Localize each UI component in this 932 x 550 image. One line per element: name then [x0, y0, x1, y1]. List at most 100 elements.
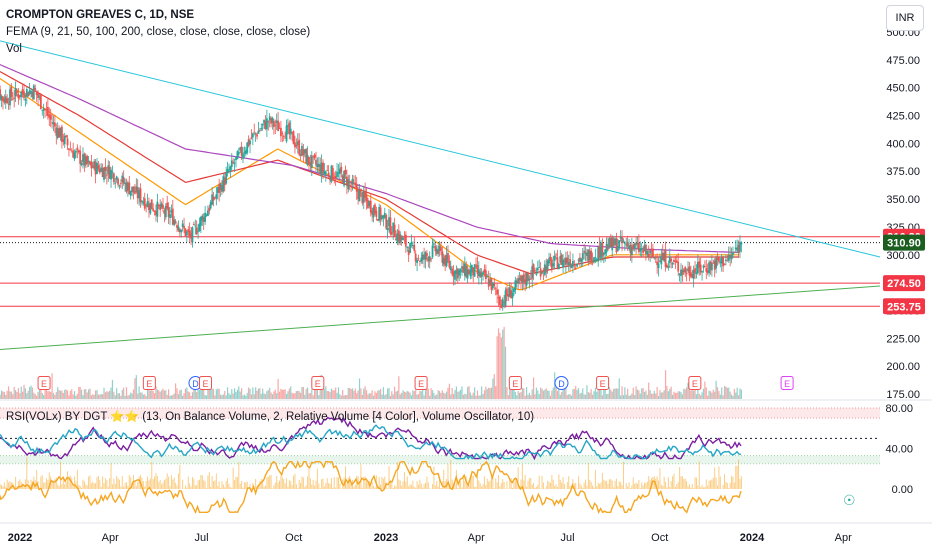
- volume-bar: [30, 385, 32, 399]
- volume-bar: [502, 329, 504, 399]
- candle-body: [348, 181, 351, 183]
- candle-body: [93, 161, 96, 169]
- volume-bar: [118, 393, 121, 399]
- volume-bar: [690, 390, 692, 399]
- oscillator-bar: [259, 481, 261, 489]
- volume-bar: [225, 395, 227, 399]
- volume-bar: [467, 387, 469, 399]
- volume-bar: [269, 387, 271, 399]
- volume-bar: [460, 389, 462, 399]
- volume-bar: [566, 395, 568, 399]
- oscillator-bar: [5, 486, 7, 489]
- volume-bar: [403, 391, 406, 399]
- rsi-volx-legend[interactable]: RSI(VOLx) BY DGT ⭐⭐ (13, On Balance Volu…: [6, 411, 535, 423]
- candle-body: [705, 268, 708, 272]
- candle-body: [240, 146, 243, 156]
- volume-bar: [79, 386, 81, 399]
- volume-bar: [292, 393, 295, 399]
- candle-body: [725, 259, 727, 262]
- candle-body: [275, 120, 278, 124]
- indicator-settings-icon[interactable]: ☉: [843, 492, 856, 508]
- oscillator-bar: [499, 486, 501, 489]
- volume-bar: [323, 388, 326, 399]
- fema-legend[interactable]: FEMA (9, 21, 50, 100, 200, close, close,…: [6, 26, 311, 38]
- volume-bar: [267, 389, 269, 399]
- candle-body: [291, 131, 294, 133]
- oscillator-bar: [594, 469, 596, 489]
- oscillator-bar: [184, 485, 186, 489]
- candle-body: [122, 177, 125, 184]
- price-axis-tick: 300.00: [886, 250, 920, 262]
- candle-body: [404, 234, 407, 247]
- volume-legend[interactable]: Vol: [6, 43, 22, 55]
- candle-body: [214, 197, 216, 199]
- event-marker-letter: E: [784, 379, 790, 389]
- candle-body: [181, 223, 184, 227]
- oscillator-bar: [391, 480, 393, 489]
- oscillator-bar: [489, 480, 491, 489]
- oscillator-bar: [576, 488, 578, 489]
- volume-bar: [569, 394, 571, 399]
- oscillator-bar: [531, 484, 533, 489]
- candle-body: [692, 270, 695, 279]
- oscillator-bar: [601, 473, 603, 489]
- candle-body: [442, 258, 445, 265]
- oscillator-bar: [495, 478, 497, 489]
- oscillator-bar: [326, 478, 328, 489]
- candle-body: [171, 208, 174, 225]
- candle-body: [518, 278, 521, 281]
- candle-body: [418, 260, 421, 262]
- candle-body: [18, 95, 21, 97]
- volume-bar: [41, 392, 43, 399]
- candle-body: [302, 149, 305, 156]
- uptrend-line: [0, 285, 881, 350]
- volume-bar: [170, 395, 173, 399]
- volume-bar: [504, 346, 507, 399]
- oscillator-bar: [170, 475, 172, 489]
- candle-body: [413, 244, 416, 251]
- volume-bar: [89, 388, 91, 399]
- volume-bar: [78, 387, 80, 399]
- volume-bar: [631, 393, 633, 399]
- oscillator-bar: [740, 476, 742, 489]
- volume-bar: [13, 386, 15, 399]
- oscillator-bar: [738, 459, 740, 489]
- candle-body: [166, 202, 169, 209]
- candle-body: [111, 171, 114, 173]
- oscillator-bar: [547, 480, 549, 489]
- volume-bar: [715, 380, 717, 399]
- volume-bar: [204, 394, 206, 399]
- candle-body: [637, 242, 640, 252]
- oscillator-bar: [563, 484, 565, 489]
- oscillator-bar: [249, 483, 251, 489]
- candle-body: [649, 250, 652, 254]
- candle-body: [61, 126, 63, 142]
- oscillator-bar: [68, 476, 70, 489]
- candle-body: [435, 248, 438, 254]
- currency-button[interactable]: INR: [886, 5, 924, 31]
- oscillator-bar: [638, 479, 640, 489]
- oscillator-bar: [468, 485, 470, 489]
- candle-body: [243, 152, 246, 154]
- oscillator-bar: [267, 476, 269, 489]
- candle-body: [199, 217, 202, 226]
- oscillator-bar: [524, 475, 526, 489]
- volume-bar: [360, 388, 362, 399]
- volume-bar: [294, 393, 296, 399]
- oscillator-bar: [672, 476, 674, 489]
- oscillator-bar: [172, 479, 174, 489]
- volume-bar: [607, 393, 609, 399]
- candle-body: [569, 259, 572, 267]
- volume-bar: [714, 391, 716, 399]
- volume-bar: [664, 370, 667, 399]
- rsi-axis-tick: 80.00: [885, 403, 913, 415]
- candle-body: [163, 210, 166, 214]
- volume-bar: [284, 389, 286, 399]
- candle-body: [713, 260, 716, 270]
- candle-body: [63, 135, 66, 145]
- candle-body: [652, 248, 654, 257]
- volume-bar: [343, 395, 345, 399]
- volume-bar: [109, 390, 111, 399]
- candle-body: [89, 161, 91, 165]
